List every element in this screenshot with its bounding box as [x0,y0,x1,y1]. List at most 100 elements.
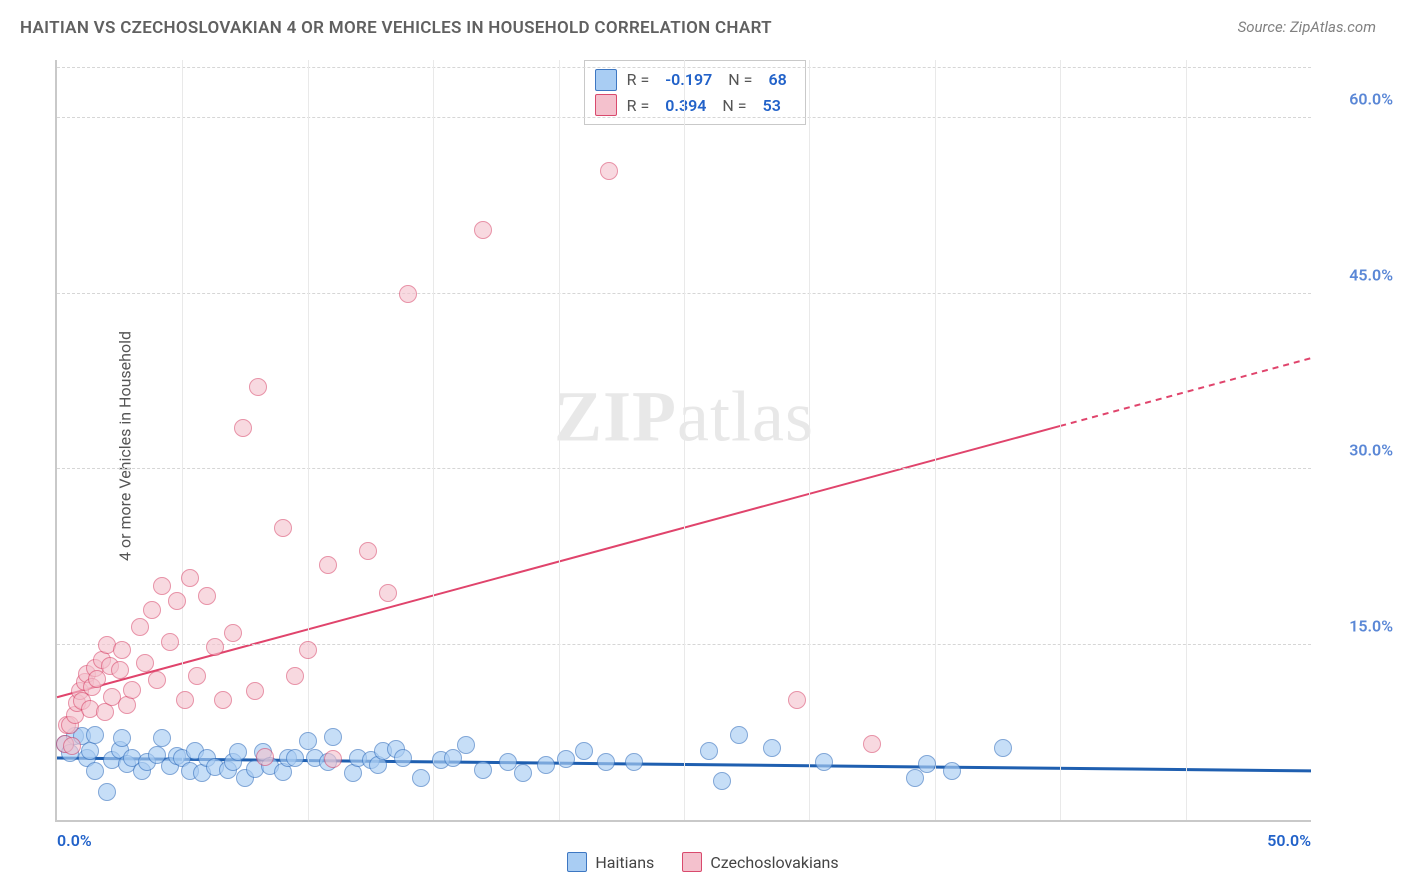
legend-swatch [682,852,702,872]
legend-item: Haitians [567,852,654,872]
data-point [412,769,430,787]
legend-swatch [595,69,617,91]
data-point [713,772,731,790]
data-point [229,743,247,761]
data-point [153,729,171,747]
data-point [299,732,317,750]
y-tick-label: 15.0% [1349,616,1393,635]
data-point [625,753,643,771]
data-point [111,661,129,679]
data-point [286,667,304,685]
data-point [249,378,267,396]
gridline [559,60,560,820]
data-point [131,618,149,636]
data-point [256,748,274,766]
gridline [1060,60,1061,820]
data-point [514,764,532,782]
legend-r-label: R = [627,67,650,93]
data-point [176,691,194,709]
data-point [943,762,961,780]
data-point [730,726,748,744]
gridline [809,60,810,820]
data-point [299,641,317,659]
x-tick-label: 50.0% [1267,831,1311,850]
data-point [63,737,81,755]
gridline [433,60,434,820]
data-point [214,691,232,709]
data-point [148,671,166,689]
correlation-legend: R =-0.197N =68R =0.394N =53 [584,60,806,125]
data-point [98,783,116,801]
data-point [994,739,1012,757]
data-point [81,742,99,760]
data-point [474,221,492,239]
data-point [123,681,141,699]
data-point [700,742,718,760]
legend-n-value: 68 [762,67,792,93]
y-tick-label: 45.0% [1349,265,1393,284]
y-tick-label: 60.0% [1349,90,1393,109]
data-point [286,749,304,767]
data-point [863,735,881,753]
data-point [274,519,292,537]
data-point [86,762,104,780]
data-point [324,750,342,768]
data-point [394,749,412,767]
data-point [359,542,377,560]
data-point [181,569,199,587]
data-point [324,728,342,746]
data-point [788,691,806,709]
data-point [906,769,924,787]
data-point [918,755,936,773]
legend-r-value: 0.394 [659,93,712,119]
data-point [161,633,179,651]
data-point [319,556,337,574]
gridline [1186,60,1187,820]
legend-swatch [595,94,617,116]
chart-title: HAITIAN VS CZECHOSLOVAKIAN 4 OR MORE VEH… [20,18,772,38]
scatter-plot: ZIPatlas R =-0.197N =68R =0.394N =53 15.… [55,60,1311,822]
data-point [557,750,575,768]
data-point [537,756,555,774]
data-point [153,577,171,595]
data-point [575,742,593,760]
legend-n-label: N = [728,67,752,93]
data-point [113,729,131,747]
data-point [815,753,833,771]
legend-item: Czechoslovakians [682,852,838,872]
gridline [308,60,309,820]
data-point [86,726,104,744]
source-attribution: Source: ZipAtlas.com [1238,18,1376,36]
series-legend: Haitians Czechoslovakians [0,852,1406,872]
data-point [234,419,252,437]
legend-n-label: N = [722,93,746,119]
y-tick-label: 30.0% [1349,441,1393,460]
gridline [684,60,685,820]
data-point [143,601,161,619]
data-point [399,285,417,303]
legend-r-label: R = [627,93,650,119]
data-point [188,667,206,685]
data-point [597,753,615,771]
x-tick-label: 0.0% [57,831,92,850]
legend-swatch [567,852,587,872]
chart-area: ZIPatlas R =-0.197N =68R =0.394N =53 15.… [55,60,1311,822]
data-point [763,739,781,757]
legend-row: R = 0.394 N = 53 [595,93,793,119]
data-point [474,761,492,779]
data-point [457,736,475,754]
data-point [168,592,186,610]
data-point [136,654,154,672]
data-point [246,682,264,700]
legend-r-value: -0.197 [659,67,718,93]
legend-label: Haitians [595,853,654,872]
data-point [198,587,216,605]
data-point [224,624,242,642]
data-point [379,584,397,602]
data-point [206,638,224,656]
gridline [935,60,936,820]
legend-n-value: 53 [757,93,787,119]
legend-row: R = -0.197 N = 68 [595,67,793,93]
data-point [600,162,618,180]
data-point [113,641,131,659]
